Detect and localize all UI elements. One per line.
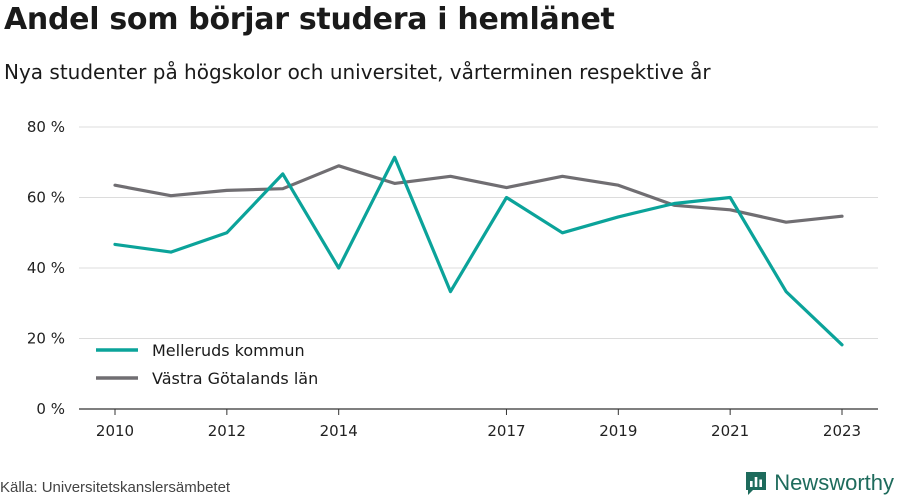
y-tick-label: 0 %	[36, 400, 65, 418]
y-tick-label: 40 %	[27, 259, 65, 277]
x-tick-label: 2023	[823, 422, 861, 440]
chart-subtitle: Nya studenter på högskolor och universit…	[4, 60, 711, 84]
source-note: Källa: Universitetskanslersämbetet	[0, 479, 231, 496]
brand: Newsworthy	[744, 470, 894, 496]
y-gridlines	[79, 126, 878, 339]
x-tick-label: 2012	[208, 422, 246, 440]
legend-label: Västra Götalands län	[152, 369, 318, 388]
x-tick-label: 2010	[96, 422, 134, 440]
legend: Melleruds kommun Västra Götalands län	[96, 341, 318, 388]
y-tick-label: 60 %	[27, 189, 65, 207]
y-axis-ticks: 0 % 20 % 40 % 60 % 80 %	[27, 118, 65, 418]
series-line-1	[113, 164, 844, 224]
legend-label: Melleruds kommun	[152, 341, 305, 360]
y-tick-label: 80 %	[27, 118, 65, 136]
series-line-0	[113, 155, 844, 347]
series-lines	[113, 155, 844, 347]
x-tick-label: 2021	[711, 422, 749, 440]
line-chart: 0 % 20 % 40 % 60 % 80 % 2010 2012 2014 2017 2019…	[27, 118, 878, 440]
brand-name: Newsworthy	[774, 470, 894, 495]
y-tick-label: 20 %	[27, 330, 65, 348]
x-axis-ticks: 2010 2012 2014 2017 2019 2021 2023	[96, 409, 861, 440]
chart-title: Andel som börjar studera i hemlänet	[4, 2, 615, 37]
x-tick-label: 2017	[487, 422, 525, 440]
x-tick-label: 2019	[599, 422, 637, 440]
newsworthy-logo-icon	[746, 472, 767, 495]
x-tick-label: 2014	[320, 422, 358, 440]
